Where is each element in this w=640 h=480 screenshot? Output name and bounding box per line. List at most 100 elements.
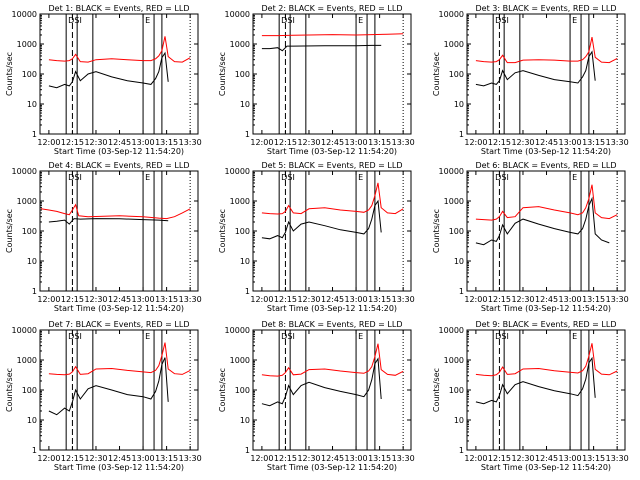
marker-label: D: [281, 332, 287, 341]
x-tick-label: 12:15: [488, 138, 511, 147]
detector-panel-4: 1 10 100 1000 10000 12:00 12:15 12:30 12:45 13:00…: [5, 161, 202, 313]
x-tick-label: 12:15: [61, 138, 84, 147]
x-axis-label: Start Time (03-Sep-12 11:54:20): [267, 304, 397, 313]
detector-panel-7: 1 10 100 1000 10000 12:00 12:15 12:30 12:45 13:00…: [5, 320, 202, 472]
y-axis-label: Counts/sec: [5, 368, 14, 412]
events-rate-line: [261, 357, 382, 407]
marker-label: D: [495, 332, 501, 341]
panel-title: Det 4: BLACK = Events, RED = LLD: [49, 161, 190, 170]
x-axis-label: Start Time (03-Sep-12 11:54:20): [481, 147, 611, 156]
x-tick-label: 13:30: [392, 454, 415, 463]
x-tick-label: 13:00: [559, 454, 582, 463]
x-tick-label: 13:00: [559, 295, 582, 304]
detector-panel-9: 1 10 100 1000 10000 12:00 12:15 12:30 12:45 13:00…: [432, 320, 629, 472]
y-tick-label: 1: [245, 446, 250, 455]
y-tick-label: 10: [240, 100, 250, 109]
plot-frame: [252, 170, 412, 292]
y-tick-label: 10000: [439, 167, 464, 176]
x-tick-label: 12:15: [274, 454, 297, 463]
lld-rate-line: [261, 33, 404, 37]
events-rate-line: [261, 199, 382, 240]
y-tick-label: 100: [22, 70, 37, 79]
detector-panel-5: 1 10 100 1000 10000 12:00 12:15 12:30 12:45 13:00…: [218, 161, 415, 313]
marker-label: SI: [501, 332, 508, 341]
panel-title: Det 5: BLACK = Events, RED = LLD: [262, 161, 403, 170]
y-tick-label: 10: [27, 416, 37, 425]
x-tick-label: 13:30: [179, 138, 202, 147]
detector-panel-3: 1 10 100 1000 10000 12:00 12:15 12:30 12:45 13:00…: [432, 4, 629, 156]
y-tick-label: 10: [27, 100, 37, 109]
y-tick-label: 1: [245, 130, 250, 139]
events-rate-line: [475, 196, 610, 246]
marker-label: D: [495, 173, 501, 182]
marker-label: D: [495, 16, 501, 25]
detector-panel-6: 1 10 100 1000 10000 12:00 12:15 12:30 12:45 13:00…: [432, 161, 629, 313]
x-tick-label: 13:15: [582, 295, 605, 304]
marker-label: E: [572, 173, 577, 182]
x-tick-label: 12:00: [37, 295, 60, 304]
x-tick-label: 12:30: [511, 138, 534, 147]
lld-rate-line: [475, 343, 618, 377]
x-axis-label: Start Time (03-Sep-12 11:54:20): [267, 463, 397, 472]
plot-frame: [466, 329, 626, 451]
y-tick-label: 1000: [230, 356, 250, 365]
y-tick-label: 1000: [230, 197, 250, 206]
y-tick-label: 100: [235, 386, 250, 395]
x-axis-label: Start Time (03-Sep-12 11:54:20): [481, 463, 611, 472]
y-axis-label: Counts/sec: [432, 368, 441, 412]
x-tick-label: 12:00: [464, 454, 487, 463]
y-tick-label: 10000: [12, 10, 37, 19]
x-tick-label: 12:45: [321, 454, 344, 463]
events-rate-line: [261, 44, 382, 52]
y-tick-label: 10000: [225, 326, 250, 335]
detector-panel-2: 1 10 100 1000 10000 12:00 12:15 12:30 12:45 13:00…: [218, 4, 415, 156]
x-tick-label: 12:00: [37, 454, 60, 463]
y-tick-label: 100: [22, 386, 37, 395]
detector-panel-8: 1 10 100 1000 10000 12:00 12:15 12:30 12:45 13:00…: [218, 320, 415, 472]
x-tick-label: 12:15: [488, 454, 511, 463]
events-rate-line: [48, 51, 169, 89]
events-rate-line: [475, 356, 596, 405]
x-tick-label: 12:00: [250, 138, 273, 147]
y-tick-label: 100: [22, 227, 37, 236]
detector-panel-1: 1 10 100 1000 10000 12:00 12:15 12:30 12:45 13:00…: [5, 4, 202, 156]
x-tick-label: 12:30: [297, 295, 320, 304]
x-tick-label: 12:00: [250, 454, 273, 463]
y-tick-label: 10000: [12, 326, 37, 335]
y-tick-label: 10: [454, 100, 464, 109]
x-tick-label: 12:30: [84, 138, 107, 147]
panel-title: Det 9: BLACK = Events, RED = LLD: [476, 320, 617, 329]
y-tick-label: 100: [449, 227, 464, 236]
events-rate-line: [48, 218, 169, 225]
x-tick-label: 13:15: [368, 138, 391, 147]
panel-title: Det 1: BLACK = Events, RED = LLD: [49, 4, 190, 13]
x-tick-label: 12:45: [321, 138, 344, 147]
x-tick-label: 12:00: [37, 138, 60, 147]
marker-label: SI: [501, 173, 508, 182]
lld-rate-line: [261, 343, 404, 377]
x-tick-label: 12:45: [535, 138, 558, 147]
x-tick-label: 13:30: [179, 454, 202, 463]
lld-rate-line: [40, 203, 191, 220]
marker-label: SI: [501, 16, 508, 25]
y-tick-label: 1000: [444, 356, 464, 365]
events-rate-line: [475, 50, 596, 87]
marker-label: E: [572, 16, 577, 25]
marker-label: SI: [74, 16, 81, 25]
y-tick-label: 100: [449, 386, 464, 395]
plot-frame: [466, 13, 626, 135]
x-tick-label: 12:30: [84, 295, 107, 304]
x-tick-label: 13:30: [392, 295, 415, 304]
plot-frame: [39, 13, 199, 135]
x-tick-label: 13:00: [345, 295, 368, 304]
plot-frame: [466, 170, 626, 292]
x-tick-label: 13:00: [132, 295, 155, 304]
lld-rate-line: [261, 182, 404, 215]
y-tick-label: 1000: [444, 197, 464, 206]
panel-title: Det 3: BLACK = Events, RED = LLD: [476, 4, 617, 13]
y-axis-label: Counts/sec: [218, 368, 227, 412]
x-tick-label: 12:30: [297, 454, 320, 463]
x-axis-label: Start Time (03-Sep-12 11:54:20): [481, 304, 611, 313]
lld-rate-line: [48, 342, 191, 376]
y-axis-label: Counts/sec: [218, 209, 227, 253]
